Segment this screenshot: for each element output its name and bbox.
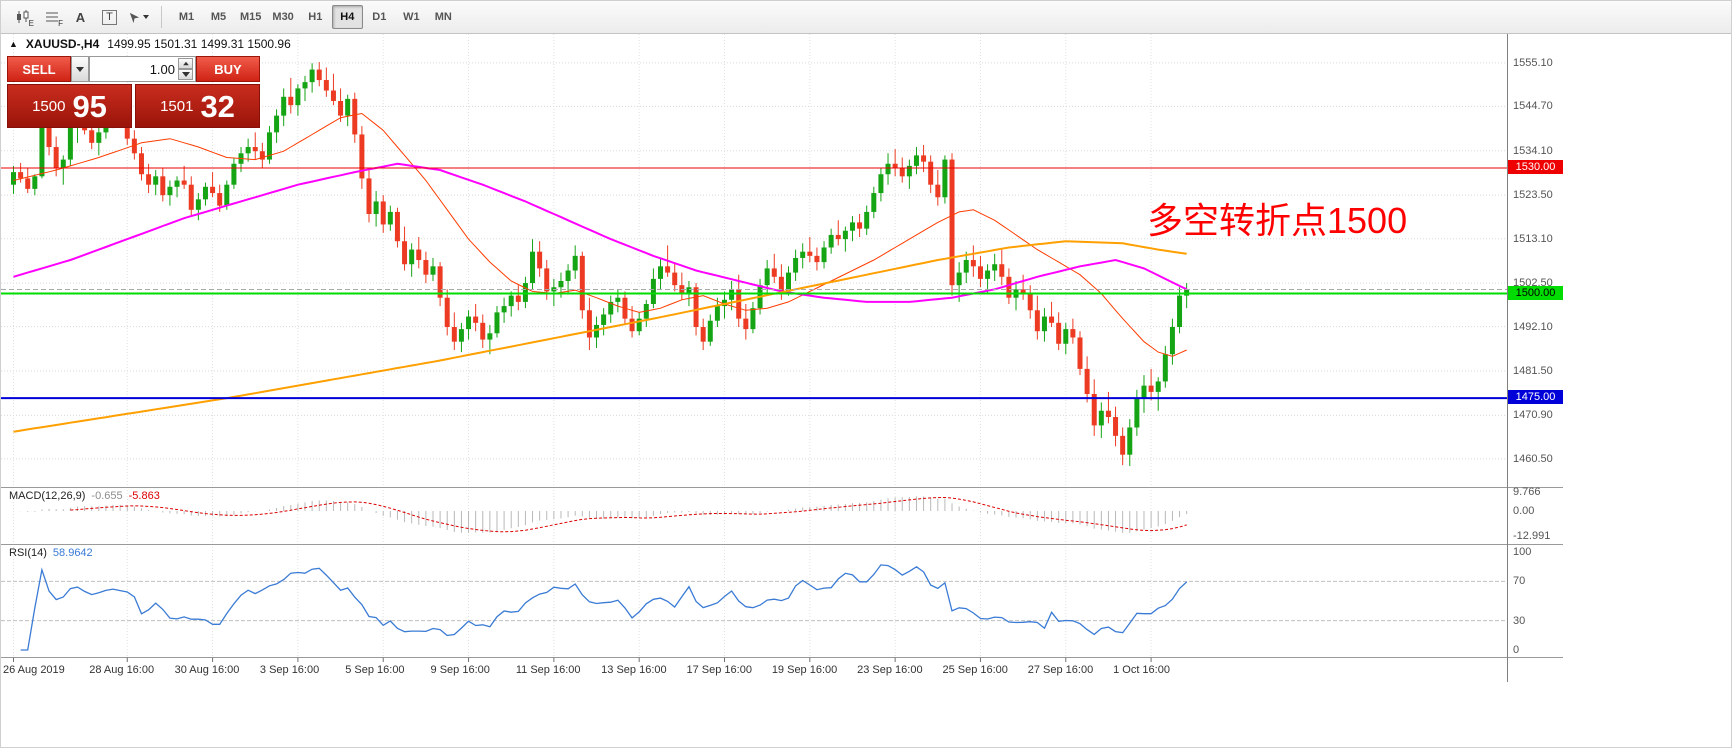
sell-price-main: 1500	[32, 97, 66, 115]
text-box-tool[interactable]: T	[96, 5, 123, 29]
macd-signal-value: -5.863	[128, 490, 160, 502]
timeframe-button-H4[interactable]: H4	[331, 5, 363, 29]
volume-increase-button[interactable]	[178, 58, 193, 69]
macd-main-value: -0.655	[91, 490, 123, 502]
buy-price-display[interactable]: 1501 32	[135, 84, 260, 128]
chart-symbol-period: XAUUSD-,H4	[25, 37, 100, 51]
timeframe-button-M5[interactable]: M5	[203, 5, 234, 29]
macd-title-text: MACD(12,26,9)	[9, 490, 86, 502]
timeframe-button-H1[interactable]: H1	[300, 5, 331, 29]
macd-indicator-label: MACD(12,26,9) -0.655 -5.863	[9, 490, 160, 502]
chart-ohlc-values: 1499.95 1501.31 1499.31 1500.96	[107, 37, 291, 51]
timeframe-button-MN[interactable]: MN	[428, 5, 459, 29]
rsi-indicator-label: RSI(14) 58.9642	[9, 547, 93, 559]
chart-header: ▲ XAUUSD-,H4 1499.95 1501.31 1499.31 150…	[9, 37, 291, 51]
timeframe-button-M1[interactable]: M1	[171, 5, 202, 29]
sell-price-display[interactable]: 1500 95	[7, 84, 132, 128]
rsi-title-text: RSI(14)	[9, 547, 47, 559]
volume-value: 1.00	[149, 61, 175, 77]
volume-spinner	[178, 58, 193, 80]
toolbar-separator	[161, 6, 162, 28]
chart-window: 1555.10 1544.70 1534.10 1523.50 1513.10 1502.…	[1, 34, 1732, 748]
trade-prices-row: 1500 95 1501 32	[7, 84, 260, 128]
one-click-trading-panel: SELL 1.00 BUY 1500 95 1501	[7, 56, 260, 128]
text-label-tool[interactable]: A	[67, 5, 94, 29]
indicator-list-tool[interactable]: E	[9, 5, 36, 29]
timeframe-button-D1[interactable]: D1	[364, 5, 395, 29]
trade-controls-row: SELL 1.00 BUY	[7, 56, 260, 82]
object-list-tool[interactable]: F	[38, 5, 65, 29]
chevron-down-icon	[181, 72, 190, 77]
buy-price-pips: 32	[200, 88, 235, 124]
volume-decrease-button[interactable]	[178, 69, 193, 80]
chart-annotation-text: 多空转折点1500	[1147, 200, 1408, 241]
chevron-up-icon	[182, 61, 189, 66]
order-options-dropdown[interactable]	[71, 56, 89, 82]
chevron-down-icon	[143, 15, 149, 19]
timeframe-button-M15[interactable]: M15	[235, 5, 266, 29]
sell-button[interactable]: SELL	[7, 56, 71, 82]
chevron-down-icon	[76, 66, 84, 72]
timeframe-toolbar: M1 M5 M15 M30 H1 H4 D1 W1 MN	[171, 5, 459, 29]
rsi-value: 58.9642	[52, 547, 93, 559]
timeframe-button-M30[interactable]: M30	[267, 5, 298, 29]
sell-price-pips: 95	[72, 88, 107, 124]
timeframe-button-W1[interactable]: W1	[396, 5, 427, 29]
buy-price-main: 1501	[160, 97, 194, 115]
volume-field[interactable]: 1.00	[89, 56, 196, 82]
chart-canvas[interactable]	[1, 34, 1732, 748]
arrow-tool[interactable]	[125, 5, 152, 29]
buy-button[interactable]: BUY	[196, 56, 260, 82]
chart-marker-icon: ▲	[9, 39, 18, 49]
